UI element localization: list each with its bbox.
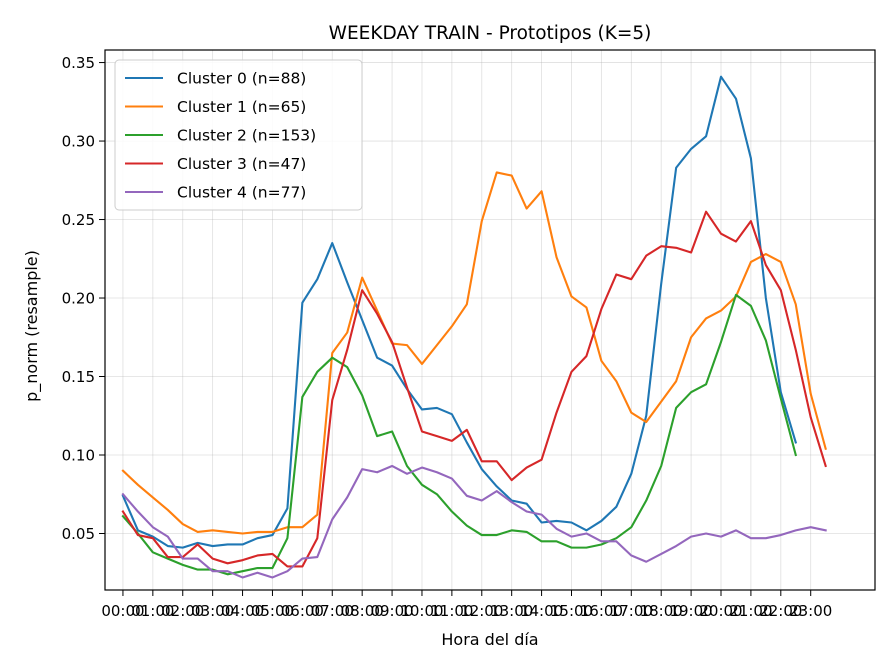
y-tick-label: 0.35 (62, 54, 95, 72)
series-line-cluster-2 (121, 293, 798, 576)
axes: 0.05 0.10 0.15 0.20 0.25 0.30 0.35 00:0001:0002… (62, 54, 833, 620)
x-tick-label: 23:00 (789, 602, 832, 620)
legend-label: Cluster 1 (n=65) (177, 98, 306, 116)
y-tick-label: 0.30 (62, 133, 95, 151)
x-tick-label: 11:00 (430, 602, 473, 620)
x-tick-label: 00:00 (101, 602, 144, 620)
series-line-cluster-3 (121, 210, 827, 568)
x-tick-label: 01:00 (131, 602, 174, 620)
x-tick-label: 13:00 (490, 602, 533, 620)
x-tick-label: 05:00 (251, 602, 294, 620)
legend-label: Cluster 4 (n=77) (177, 184, 306, 202)
y-axis-label: p_norm (resample) (22, 250, 42, 402)
x-tick-label: 18:00 (640, 602, 683, 620)
x-tick-label: 04:00 (221, 602, 264, 620)
x-tick-label: 07:00 (311, 602, 354, 620)
x-tick-label: 06:00 (281, 602, 324, 620)
series-line-cluster-4 (121, 464, 827, 579)
x-tick-label: 10:00 (400, 602, 443, 620)
chart-title: WEEKDAY TRAIN - Prototipos (K=5) (329, 23, 652, 44)
x-tick-label: 17:00 (610, 602, 653, 620)
series-line-cluster-0 (121, 75, 798, 549)
x-tick-label: 03:00 (191, 602, 234, 620)
plot-frame (104, 49, 876, 591)
y-tick-label: 0.15 (62, 368, 95, 386)
y-tick-label: 0.05 (62, 525, 95, 543)
x-tick-label: 16:00 (580, 602, 623, 620)
x-tick-label: 02:00 (161, 602, 204, 620)
y-tick-label: 0.25 (62, 211, 95, 229)
x-tick-label: 19:00 (669, 602, 712, 620)
series-layer (121, 75, 827, 579)
x-axis-label: Hora del día (441, 630, 538, 649)
x-tick-label: 21:00 (729, 602, 772, 620)
legend-label: Cluster 3 (n=47) (177, 155, 306, 173)
x-tick-label: 20:00 (699, 602, 742, 620)
legend: Cluster 0 (n=88) Cluster 1 (n=65) Cluster … (114, 59, 363, 211)
legend-label: Cluster 2 (n=153) (177, 127, 316, 145)
x-tick-label: 12:00 (460, 602, 503, 620)
y-tick-label: 0.20 (62, 290, 95, 308)
x-tick-label: 14:00 (520, 602, 563, 620)
x-tick-label: 09:00 (370, 602, 413, 620)
legend-box (114, 59, 363, 211)
x-tick-label: 22:00 (759, 602, 802, 620)
series-line-cluster-1 (121, 171, 827, 535)
legend-label: Cluster 0 (n=88) (177, 70, 306, 88)
x-tick-label: 08:00 (341, 602, 384, 620)
x-tick-label: 15:00 (550, 602, 593, 620)
y-tick-label: 0.10 (62, 447, 95, 465)
